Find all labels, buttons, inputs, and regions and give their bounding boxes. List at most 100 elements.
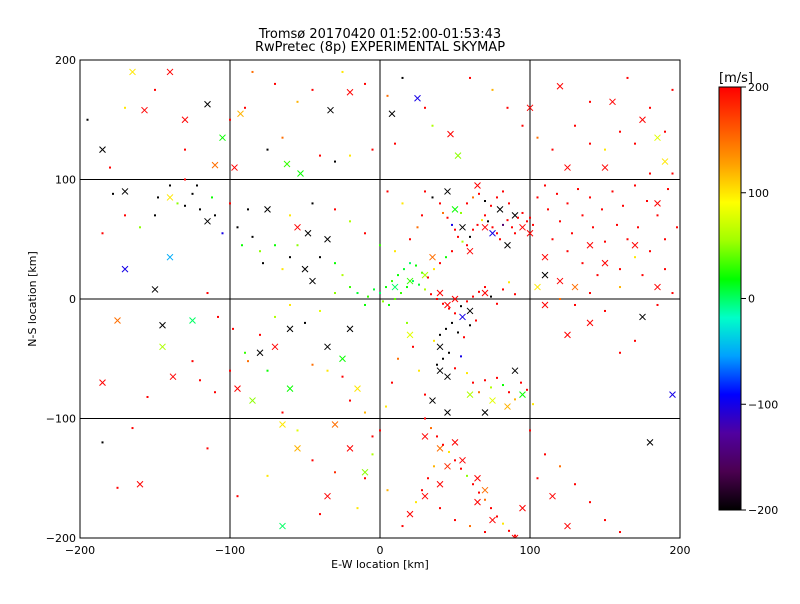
- data-point-cross: [466, 247, 474, 255]
- data-point-cross: [447, 130, 454, 138]
- data-point-dot: [146, 395, 149, 398]
- data-point-cross: [481, 486, 489, 494]
- data-point-dot: [589, 501, 591, 504]
- data-point-cross: [204, 100, 211, 108]
- data-point-dot: [566, 250, 569, 253]
- data-point-cross: [556, 82, 564, 90]
- data-point-dot: [475, 319, 477, 322]
- data-point-dot: [401, 202, 404, 205]
- data-point-dot: [499, 238, 501, 241]
- data-point-cross: [249, 397, 256, 404]
- data-point-dot: [394, 250, 396, 253]
- data-point-dot: [229, 369, 231, 372]
- data-point-dot: [427, 477, 429, 480]
- data-point-cross: [444, 188, 451, 195]
- data-point-dot: [577, 188, 579, 191]
- data-point-dot: [379, 292, 381, 295]
- data-point-cross: [231, 164, 238, 171]
- data-point-cross: [354, 385, 361, 392]
- data-point-dot: [221, 232, 224, 235]
- data-point-dot: [490, 295, 492, 298]
- data-point-dot: [206, 447, 209, 450]
- data-point-cross: [256, 349, 264, 357]
- data-point-cross: [519, 391, 526, 398]
- data-point-cross: [211, 161, 219, 169]
- data-point-dot: [521, 124, 524, 127]
- data-point-cross: [361, 468, 369, 476]
- data-point-dot: [266, 474, 269, 477]
- data-point-cross: [219, 134, 226, 142]
- data-point-dot: [466, 202, 468, 205]
- data-point-dot: [460, 355, 462, 358]
- data-point-dot: [454, 459, 456, 462]
- data-point-dot: [460, 211, 462, 214]
- data-point-dot: [131, 427, 134, 430]
- colorbar-tick-label: −100: [748, 398, 778, 411]
- data-point-dot: [511, 226, 513, 229]
- data-point-dot: [289, 256, 291, 259]
- data-point-dot: [341, 70, 344, 73]
- data-point-cross: [297, 170, 304, 177]
- data-point-dot: [484, 286, 486, 289]
- data-point-cross: [444, 301, 451, 309]
- colorbar-ticks: 200 100 0 −100 −200: [741, 81, 778, 517]
- data-point-dot: [604, 240, 606, 243]
- data-point-cross: [639, 116, 646, 124]
- data-point-dot: [430, 293, 432, 296]
- data-point-dot: [385, 286, 387, 289]
- data-point-dot: [311, 363, 314, 366]
- data-point-cross: [444, 409, 451, 416]
- data-point-dot: [460, 305, 462, 308]
- chart-subtitle: RwPretec (8p) EXPERIMENTAL SKYMAP: [255, 40, 505, 55]
- data-point-dot: [451, 250, 453, 253]
- data-point-cross: [601, 259, 609, 267]
- data-point-cross: [271, 343, 279, 351]
- data-point-cross: [429, 253, 436, 261]
- data-point-dot: [274, 244, 276, 247]
- data-point-cross: [466, 391, 474, 398]
- data-point-cross: [541, 253, 549, 261]
- y-tick-label: −200: [46, 532, 76, 545]
- data-point-dot: [514, 293, 516, 296]
- data-point-cross: [421, 492, 429, 500]
- data-point-dot: [334, 292, 336, 295]
- data-point-dot: [341, 274, 344, 277]
- data-point-dot: [619, 130, 621, 133]
- data-point-dot: [247, 360, 249, 363]
- data-point-dot: [559, 465, 561, 468]
- data-point-dot: [386, 190, 389, 193]
- data-point-dot: [601, 208, 603, 211]
- data-point-dot: [491, 226, 494, 229]
- data-point-dot: [496, 196, 498, 199]
- data-point-dot: [472, 228, 474, 231]
- data-point-cross: [414, 94, 421, 102]
- data-point-dot: [634, 184, 636, 187]
- data-point-dot: [649, 172, 651, 175]
- data-point-dot: [296, 100, 299, 103]
- data-point-cross: [264, 206, 271, 213]
- data-point-dot: [466, 244, 468, 247]
- data-point-dot: [244, 351, 246, 354]
- data-point-dot: [604, 148, 606, 151]
- data-point-cross: [114, 317, 121, 324]
- data-point-dot: [154, 214, 156, 217]
- data-point-cross: [151, 286, 159, 293]
- data-point-dot: [581, 214, 584, 217]
- data-point-dot: [364, 477, 366, 480]
- data-point-cross: [279, 522, 286, 530]
- x-tick-label: 0: [377, 544, 384, 557]
- data-point-dot: [101, 441, 104, 444]
- data-point-dot: [544, 184, 546, 187]
- data-point-dot: [556, 192, 558, 195]
- data-point-dot: [421, 271, 423, 274]
- colorbar-label: [m/s]: [719, 71, 753, 86]
- data-point-dot: [496, 376, 498, 379]
- data-point-cross: [279, 421, 286, 428]
- data-point-cross: [444, 373, 451, 381]
- data-point-dot: [484, 531, 486, 534]
- data-point-dot: [439, 262, 441, 265]
- data-point-dot: [526, 220, 528, 223]
- data-point-dot: [244, 106, 246, 109]
- data-point-cross: [121, 188, 129, 195]
- data-point-dot: [656, 214, 659, 217]
